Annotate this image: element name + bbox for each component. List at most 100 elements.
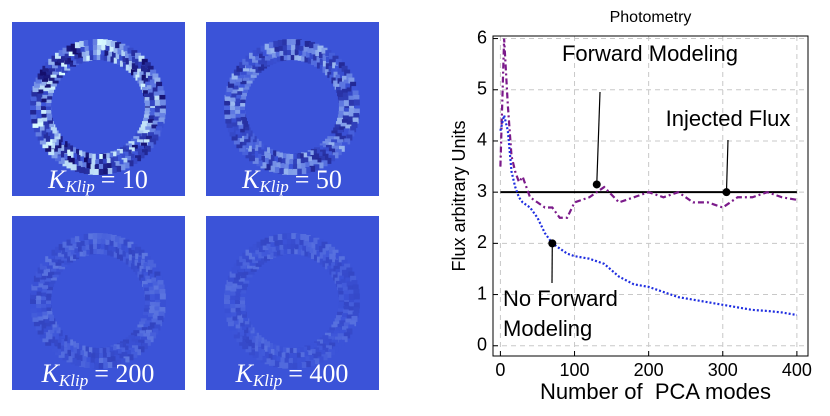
ring-pixel	[35, 77, 42, 84]
ring-pixel	[46, 333, 53, 340]
ring-pixel	[31, 117, 38, 124]
ring-pixel	[78, 350, 85, 357]
ring-pixel	[262, 244, 269, 251]
ring-pixel	[319, 155, 325, 162]
ring-pixel	[152, 134, 159, 141]
ring-pixel	[73, 148, 80, 155]
ring-pixel	[135, 59, 142, 66]
ring-pixel	[97, 44, 104, 51]
ring-pixel	[229, 112, 236, 119]
ring-pixel	[100, 347, 107, 354]
ring-pixel	[54, 246, 61, 253]
ring-pixel	[325, 50, 332, 57]
ring-pixel	[325, 151, 332, 158]
ring-pixel	[111, 156, 118, 163]
ring-pixel	[66, 45, 73, 52]
ring-pixel	[84, 163, 91, 170]
ring-pixel	[66, 356, 73, 363]
ring-pixel	[74, 154, 81, 161]
ring-pixel	[48, 133, 55, 140]
ring-pixel	[138, 339, 145, 346]
ring-pixel	[58, 50, 65, 57]
ring-pixel	[156, 320, 163, 327]
ring-pixel	[119, 237, 126, 244]
ring-pixel	[287, 248, 294, 255]
y-axis-label: Flux arbitrary Units	[449, 120, 469, 271]
ring-pixel	[287, 49, 294, 56]
ring-pixel	[70, 358, 77, 365]
ring-pixel	[38, 124, 45, 131]
ring-pixel	[76, 57, 83, 64]
ring-pixel	[344, 69, 351, 76]
ring-pixel	[108, 351, 115, 358]
ring-pixel	[128, 54, 135, 61]
ring-pixel	[307, 251, 314, 258]
ring-pixel	[140, 124, 147, 131]
ring-pixel	[230, 285, 237, 292]
ring-pixel	[238, 329, 245, 336]
ring-pixel	[109, 162, 116, 169]
ring-pixel	[117, 48, 124, 55]
ring-pixel	[337, 333, 344, 340]
ring-pixel	[261, 151, 268, 158]
ring-pixel	[140, 259, 147, 266]
ring-pixel	[264, 248, 271, 255]
ring-pixel	[97, 163, 104, 170]
ring-pixel	[65, 349, 71, 356]
ring-pixel	[135, 253, 142, 260]
ring-pixel	[159, 293, 166, 300]
ring-pixel	[139, 265, 146, 272]
ring-pixel	[333, 265, 340, 272]
ring-pixel	[229, 130, 236, 137]
ring-pixel	[146, 316, 153, 323]
ring-pixel	[334, 124, 341, 131]
ring-pixel	[88, 362, 95, 369]
ring-pixel	[116, 253, 123, 260]
ring-pixel	[258, 58, 265, 65]
ring-pixel	[266, 353, 273, 360]
ring-pixel	[58, 250, 65, 257]
ring-pixel	[140, 277, 147, 284]
ring-pixel	[61, 153, 68, 160]
panel-label: KKlip = 10	[47, 165, 148, 196]
ring-pixel	[242, 86, 249, 93]
ring-pixel	[236, 65, 243, 72]
ring-pixel	[140, 142, 147, 149]
ring-pixel	[337, 90, 344, 97]
image-panel: KKlip = 400	[206, 216, 379, 390]
ring-pixel	[337, 139, 344, 146]
ring-pixel	[135, 52, 142, 59]
ring-pixel	[147, 313, 154, 320]
ring-pixel	[229, 104, 235, 110]
ring-pixel	[264, 164, 271, 171]
ring-pixel	[335, 268, 342, 275]
ring-pixel	[245, 256, 252, 263]
ring-pixel	[224, 288, 231, 295]
ring-pixel	[234, 104, 240, 110]
ring-pixel	[343, 107, 350, 114]
ring-pixel	[123, 356, 130, 363]
ring-pixel	[236, 132, 243, 139]
ring-pixel	[46, 308, 53, 315]
ring-pixel	[240, 117, 247, 124]
ring-pixel	[278, 238, 285, 245]
ring-pixel	[143, 308, 150, 315]
ring-pixel	[46, 323, 53, 330]
ring-pixel	[287, 158, 294, 165]
ring-pixel	[97, 39, 104, 46]
ring-pixel	[52, 139, 59, 146]
ring-pixel	[30, 104, 36, 110]
ring-pixel	[273, 250, 280, 257]
ring-pixel	[350, 275, 357, 282]
ring-pixel	[147, 65, 154, 72]
ring-pixel	[255, 54, 262, 61]
ring-pixel	[248, 253, 255, 260]
ring-pixel	[261, 345, 268, 352]
ring-pixel	[143, 68, 150, 75]
ring-pixel	[111, 245, 118, 252]
ring-pixel	[297, 54, 304, 61]
ring-pixel	[341, 326, 348, 333]
ring-pixel	[229, 108, 236, 115]
ring-pixel	[31, 284, 38, 291]
ring-pixel	[349, 104, 355, 110]
